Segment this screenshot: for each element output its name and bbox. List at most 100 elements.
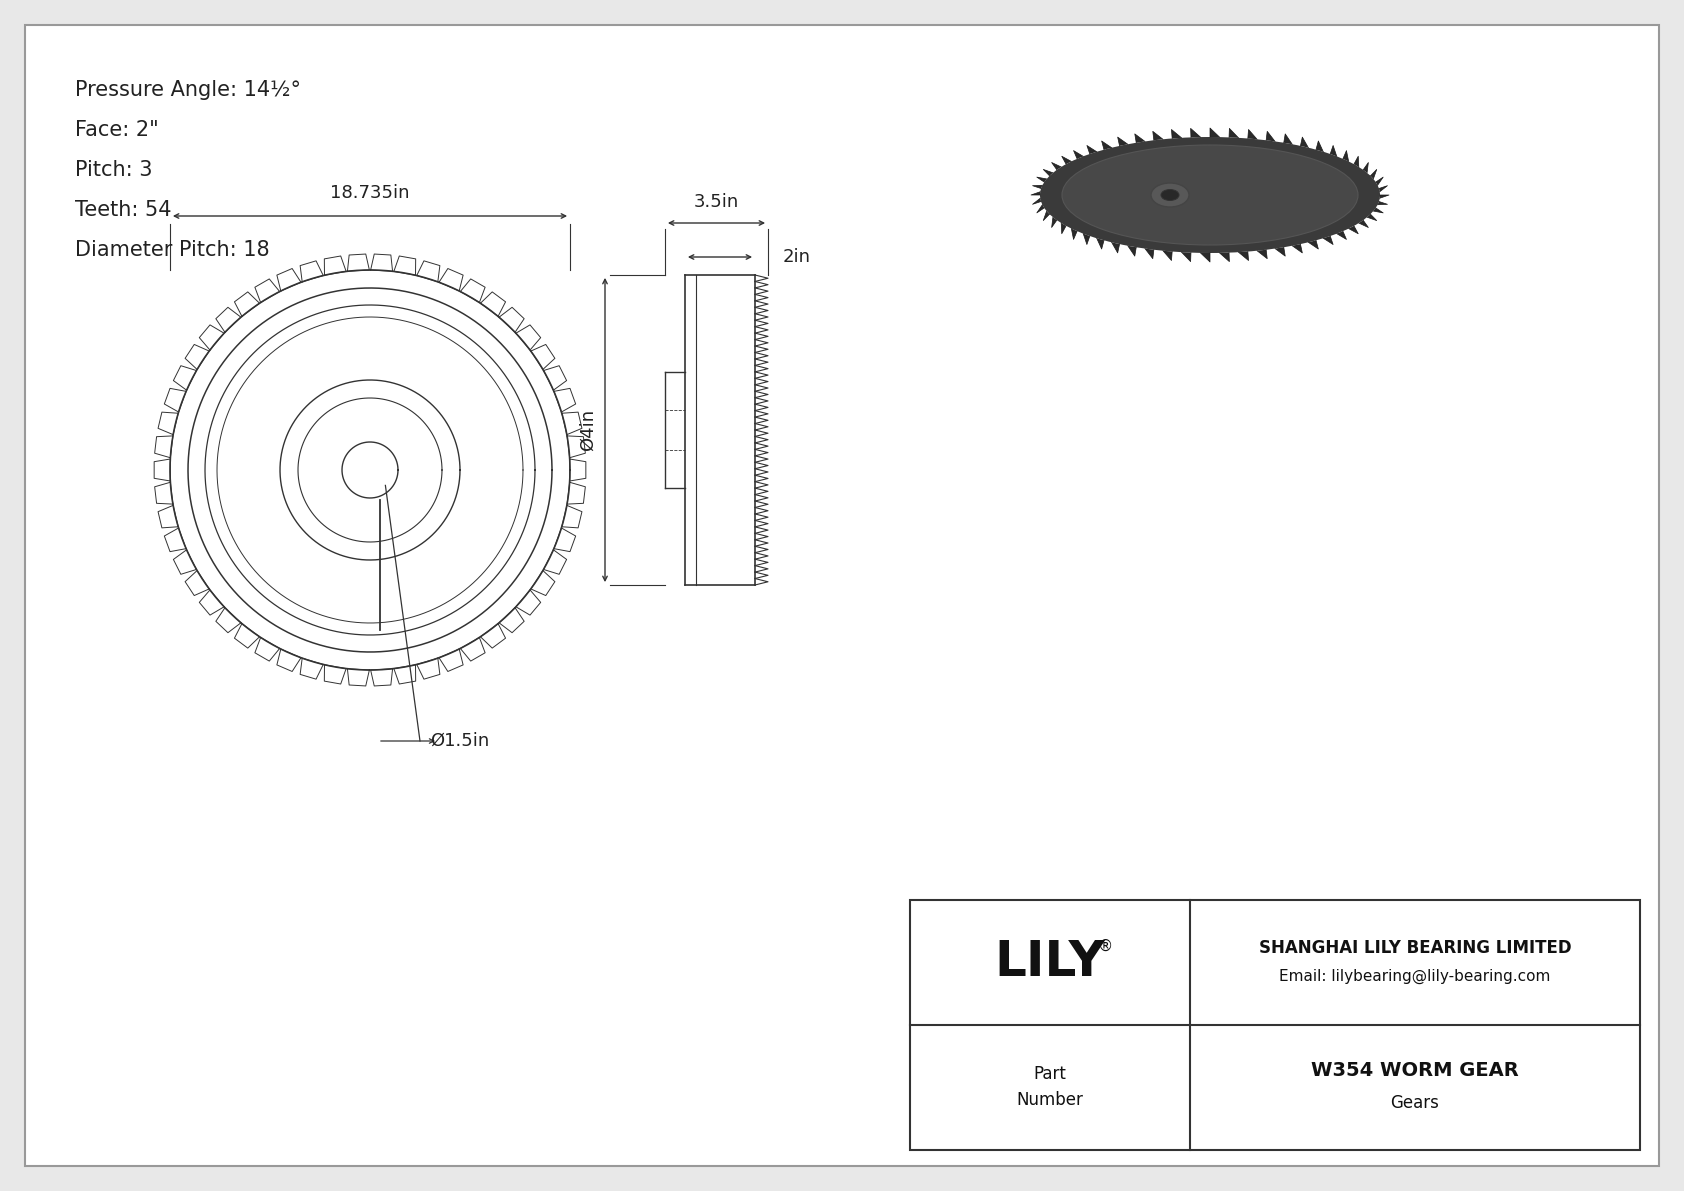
Polygon shape: [158, 412, 179, 435]
Polygon shape: [1275, 248, 1285, 256]
Polygon shape: [562, 505, 583, 528]
Polygon shape: [1324, 236, 1334, 244]
Polygon shape: [1330, 145, 1337, 156]
Text: Pressure Angle: 14½°: Pressure Angle: 14½°: [76, 80, 301, 100]
Ellipse shape: [1063, 145, 1357, 245]
Polygon shape: [1219, 252, 1229, 262]
Polygon shape: [416, 659, 440, 679]
Text: Ø4in: Ø4in: [579, 409, 598, 451]
Text: ®: ®: [1098, 939, 1113, 954]
Polygon shape: [1101, 141, 1111, 150]
Text: SHANGHAI LILY BEARING LIMITED: SHANGHAI LILY BEARING LIMITED: [1258, 939, 1571, 958]
Polygon shape: [173, 366, 197, 391]
Polygon shape: [254, 637, 280, 661]
Polygon shape: [1342, 150, 1349, 162]
Polygon shape: [1374, 208, 1383, 213]
Polygon shape: [1063, 156, 1071, 164]
Polygon shape: [1211, 127, 1219, 137]
Text: Ø1.5in: Ø1.5in: [429, 732, 490, 750]
Polygon shape: [568, 436, 586, 457]
Ellipse shape: [1150, 183, 1189, 207]
Polygon shape: [216, 607, 241, 632]
Polygon shape: [1300, 137, 1308, 148]
Polygon shape: [173, 550, 197, 574]
Text: Gears: Gears: [1391, 1095, 1440, 1112]
Polygon shape: [1073, 150, 1083, 158]
Polygon shape: [347, 254, 369, 272]
Polygon shape: [1201, 252, 1211, 262]
Polygon shape: [185, 570, 209, 596]
Polygon shape: [1362, 162, 1369, 173]
Polygon shape: [234, 624, 259, 648]
Polygon shape: [1248, 130, 1256, 139]
Polygon shape: [440, 649, 463, 672]
Polygon shape: [460, 279, 485, 303]
Text: Pitch: 3: Pitch: 3: [76, 160, 153, 180]
Polygon shape: [1154, 131, 1164, 141]
Polygon shape: [1378, 201, 1388, 205]
Polygon shape: [165, 388, 187, 412]
Polygon shape: [155, 482, 173, 504]
Polygon shape: [1032, 186, 1042, 188]
Polygon shape: [1337, 231, 1347, 239]
Polygon shape: [300, 659, 323, 679]
Polygon shape: [1229, 129, 1238, 138]
Polygon shape: [1359, 220, 1369, 227]
Polygon shape: [165, 528, 187, 551]
Polygon shape: [544, 550, 566, 574]
Text: Teeth: 54: Teeth: 54: [76, 200, 172, 220]
Polygon shape: [530, 344, 556, 369]
Text: 3.5in: 3.5in: [694, 193, 739, 211]
Polygon shape: [1145, 249, 1154, 258]
Polygon shape: [1118, 137, 1128, 145]
Polygon shape: [1367, 214, 1378, 220]
Polygon shape: [1083, 233, 1090, 244]
Polygon shape: [276, 649, 301, 672]
Text: Email: lilybearing@lily-bearing.com: Email: lilybearing@lily-bearing.com: [1280, 968, 1551, 984]
Polygon shape: [254, 279, 280, 303]
Polygon shape: [1172, 130, 1182, 138]
Polygon shape: [158, 505, 179, 528]
Polygon shape: [1349, 226, 1359, 233]
Polygon shape: [568, 482, 586, 504]
Polygon shape: [216, 307, 241, 332]
Polygon shape: [1315, 141, 1324, 151]
Polygon shape: [1376, 177, 1383, 186]
Ellipse shape: [1041, 137, 1379, 252]
Polygon shape: [1191, 129, 1201, 137]
Polygon shape: [1032, 198, 1041, 205]
Polygon shape: [1037, 177, 1047, 182]
Polygon shape: [1371, 169, 1378, 179]
Polygon shape: [440, 268, 463, 291]
Polygon shape: [480, 292, 505, 317]
Polygon shape: [1238, 251, 1248, 261]
Text: 2in: 2in: [783, 248, 812, 266]
Polygon shape: [394, 665, 416, 684]
Polygon shape: [1308, 241, 1319, 249]
Polygon shape: [1354, 156, 1359, 167]
Polygon shape: [554, 388, 576, 412]
Polygon shape: [300, 261, 323, 282]
Polygon shape: [1182, 252, 1191, 262]
Polygon shape: [1096, 238, 1105, 249]
Polygon shape: [1164, 251, 1172, 261]
Polygon shape: [155, 459, 170, 481]
Polygon shape: [1086, 145, 1096, 154]
Polygon shape: [1061, 223, 1066, 233]
Polygon shape: [394, 256, 416, 275]
Polygon shape: [1037, 205, 1044, 213]
Polygon shape: [544, 366, 566, 391]
Polygon shape: [199, 325, 224, 350]
Polygon shape: [554, 528, 576, 551]
Polygon shape: [1283, 133, 1292, 144]
Polygon shape: [562, 412, 583, 435]
Polygon shape: [185, 344, 209, 369]
Polygon shape: [276, 268, 301, 291]
Polygon shape: [1379, 195, 1389, 198]
Polygon shape: [1051, 217, 1058, 227]
Polygon shape: [1292, 244, 1302, 252]
Bar: [909, 900, 1640, 1151]
Polygon shape: [416, 261, 440, 282]
Polygon shape: [1044, 211, 1049, 220]
Polygon shape: [347, 668, 369, 686]
